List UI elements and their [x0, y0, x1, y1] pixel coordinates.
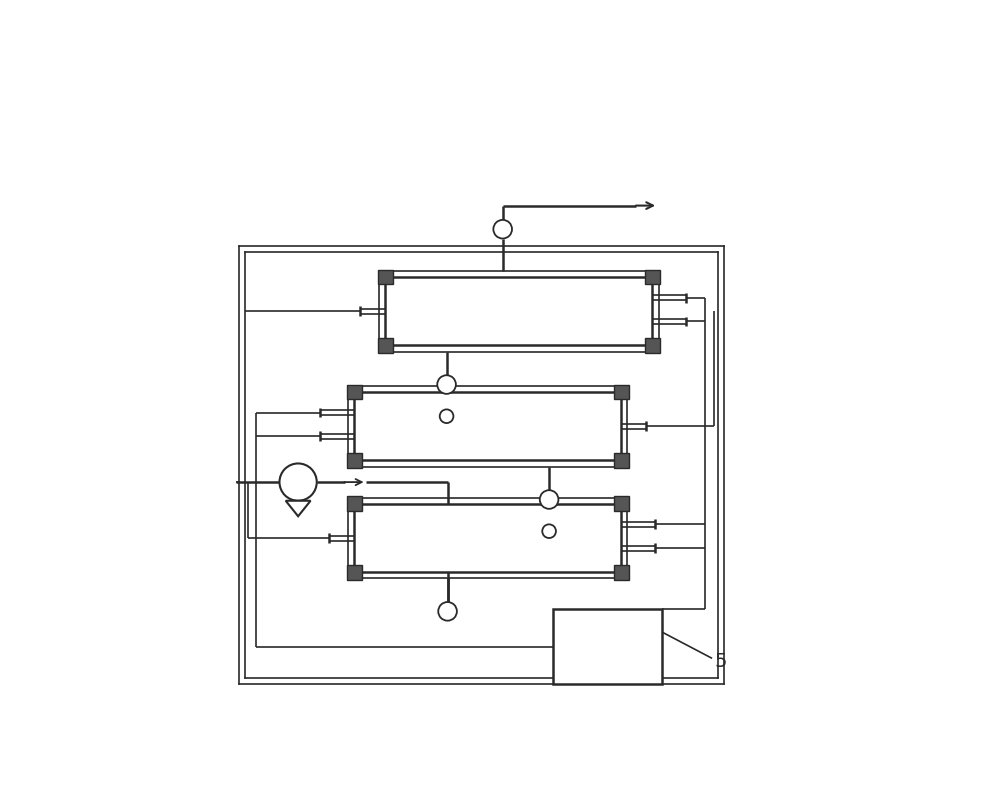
Bar: [645, 270, 660, 285]
Circle shape: [542, 525, 556, 538]
Bar: [614, 385, 629, 399]
Bar: [348, 386, 627, 466]
Bar: [614, 453, 629, 468]
Circle shape: [493, 220, 512, 239]
Text: 5: 5: [714, 652, 727, 671]
Polygon shape: [286, 500, 311, 516]
Circle shape: [437, 375, 456, 394]
Bar: [347, 385, 362, 399]
Bar: [354, 392, 621, 460]
Bar: [348, 498, 627, 579]
Bar: [354, 504, 621, 572]
Bar: [379, 271, 659, 352]
Circle shape: [540, 490, 558, 509]
Bar: [614, 565, 629, 579]
Circle shape: [279, 463, 317, 500]
Bar: [645, 338, 660, 353]
Bar: [553, 609, 662, 684]
Bar: [614, 496, 629, 512]
Bar: [378, 338, 393, 353]
Bar: [347, 453, 362, 468]
Circle shape: [440, 409, 453, 423]
Bar: [385, 277, 652, 345]
Circle shape: [438, 602, 457, 621]
Bar: [378, 270, 393, 285]
Bar: [347, 565, 362, 579]
Bar: [347, 496, 362, 512]
